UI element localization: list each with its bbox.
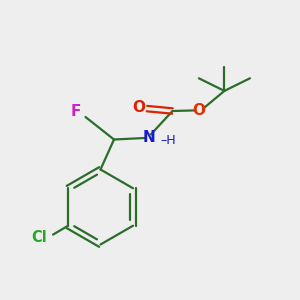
- Text: O: O: [133, 100, 146, 116]
- Text: –H: –H: [160, 134, 176, 147]
- Text: F: F: [71, 104, 81, 119]
- Text: N: N: [142, 130, 155, 146]
- Text: Cl: Cl: [31, 230, 47, 244]
- Text: O: O: [192, 103, 206, 118]
